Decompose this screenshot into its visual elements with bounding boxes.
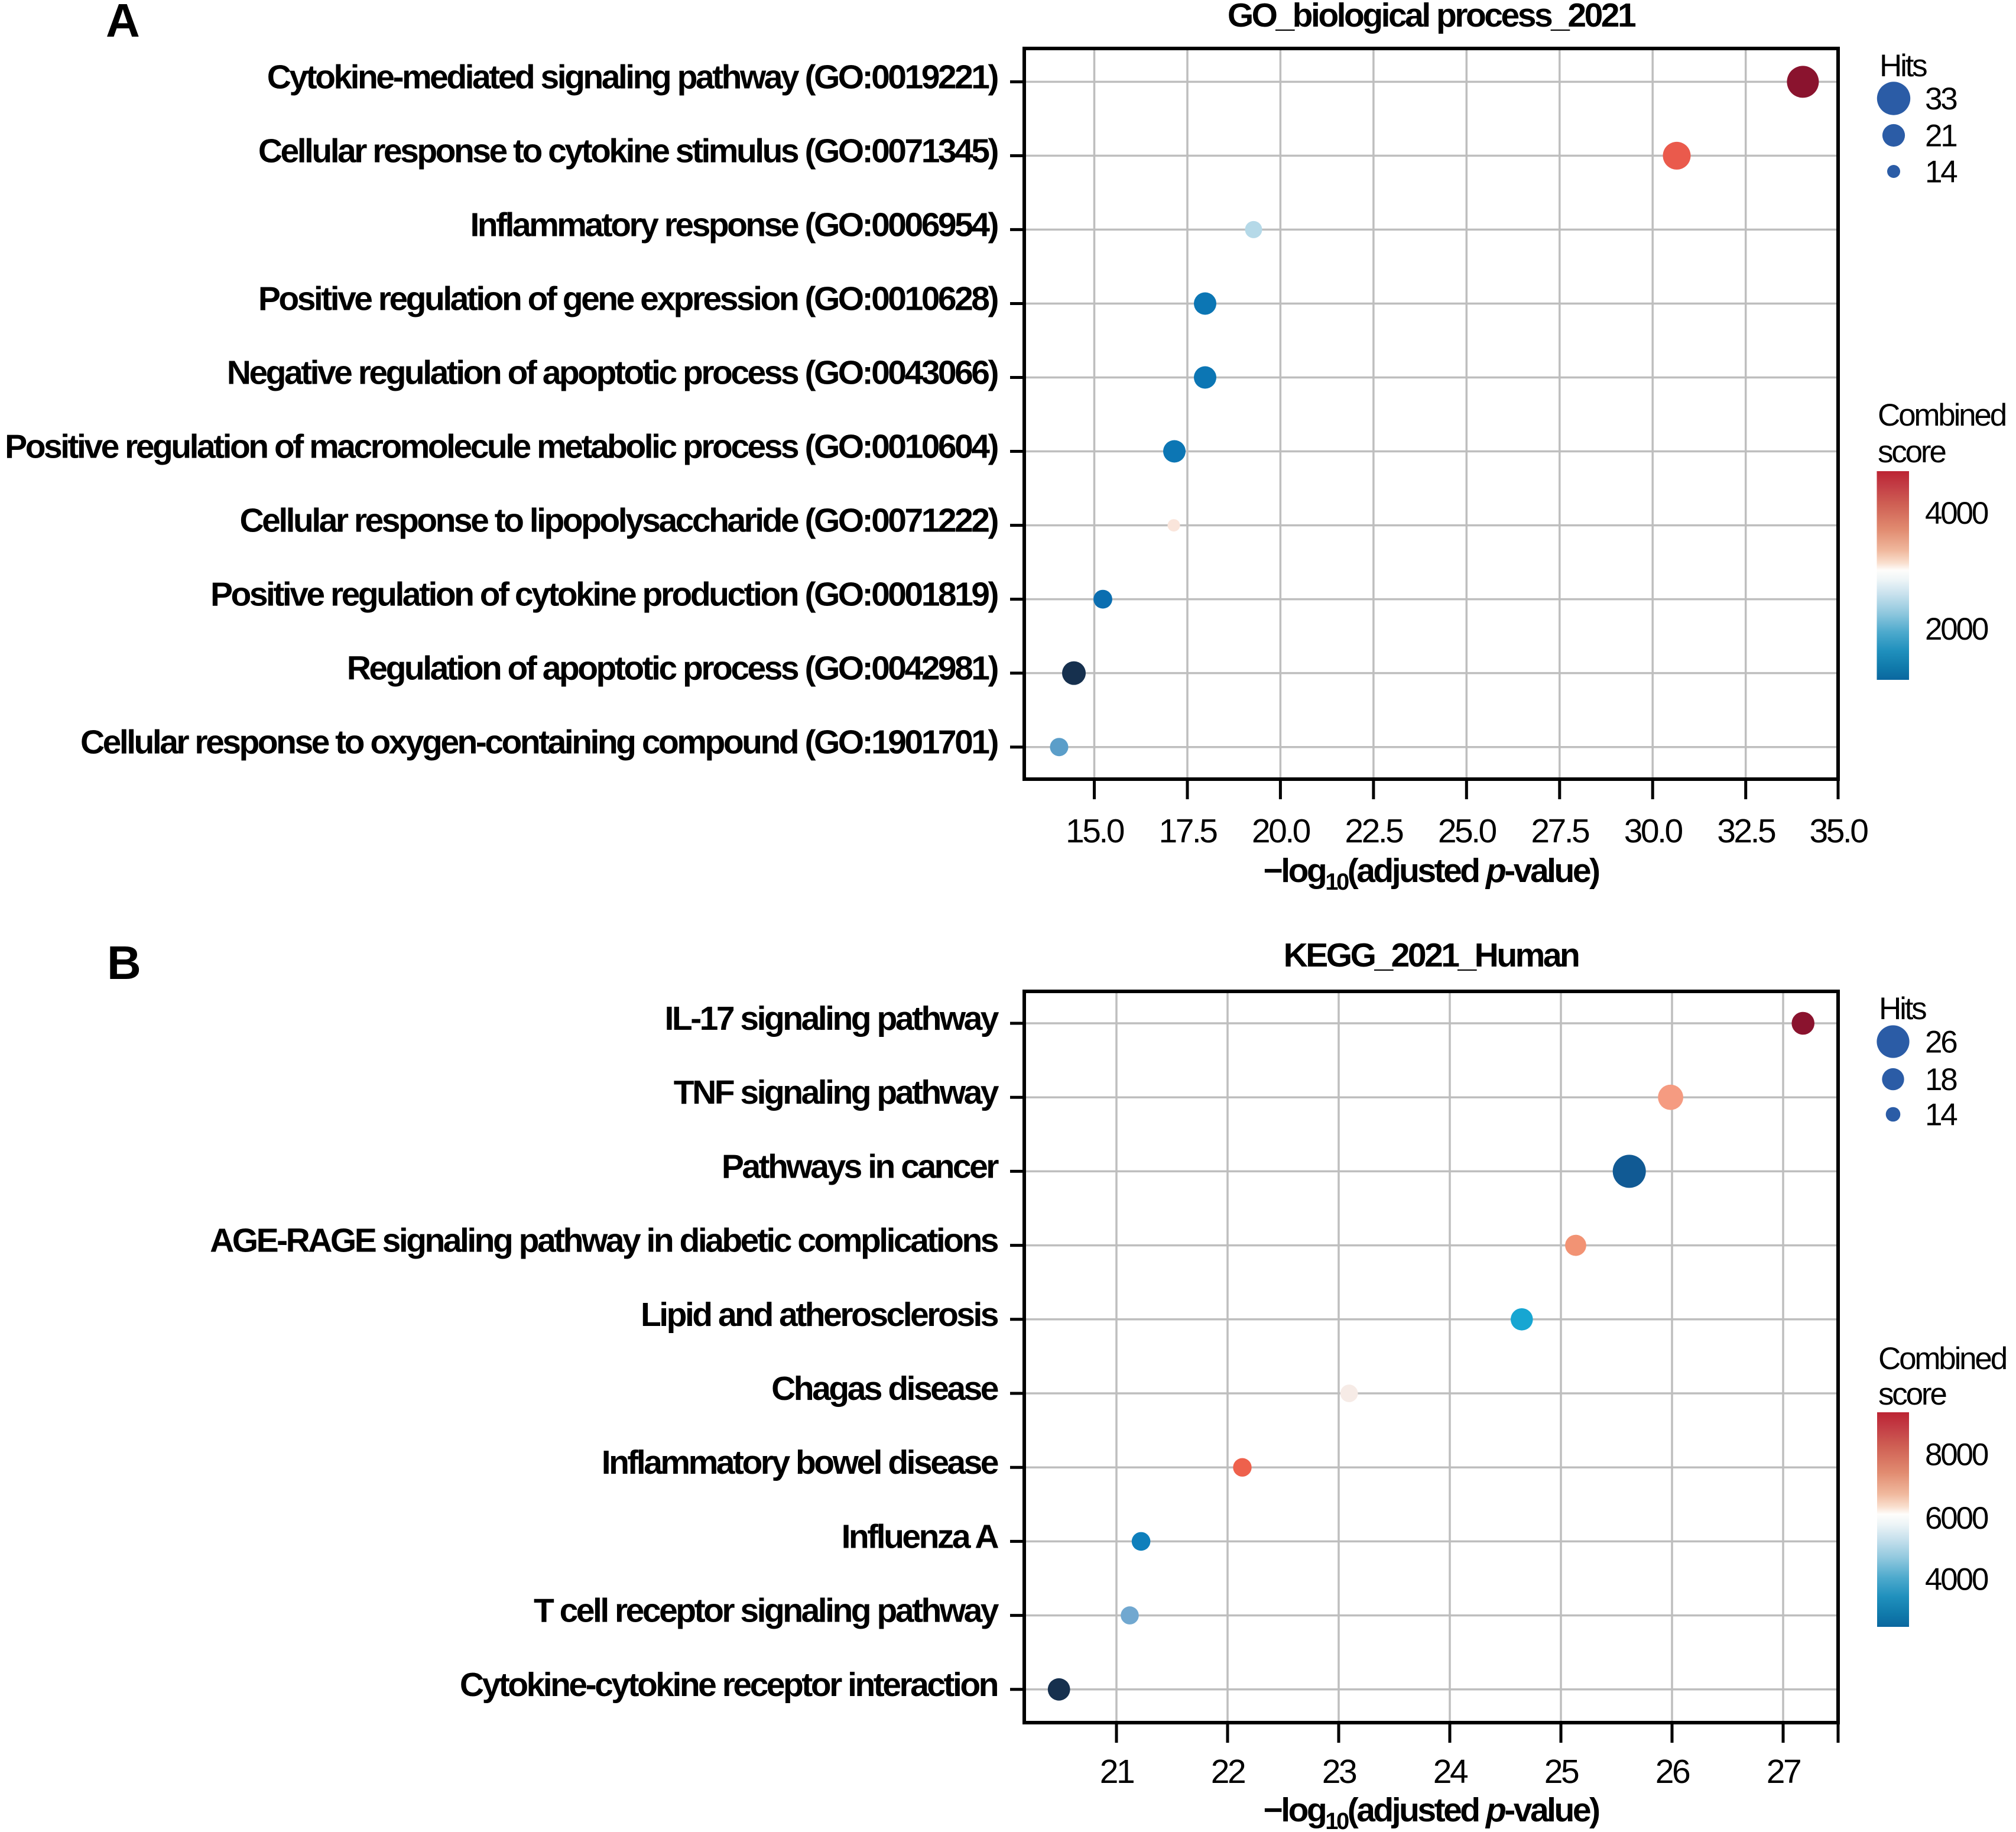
svg-text:Influenza A: Influenza A <box>842 1518 999 1555</box>
svg-text:15.0: 15.0 <box>1066 812 1124 850</box>
svg-text:8000: 8000 <box>1925 1438 1988 1473</box>
svg-text:18: 18 <box>1925 1062 1957 1097</box>
svg-text:25: 25 <box>1544 1753 1579 1791</box>
svg-text:AGE-RAGE signaling pathway in: AGE-RAGE signaling pathway in diabetic c… <box>210 1222 998 1260</box>
svg-text:33: 33 <box>1925 82 1957 116</box>
svg-text:T cell receptor signaling path: T cell receptor signaling pathway <box>534 1592 999 1630</box>
svg-text:Positive regulation of cytokin: Positive regulation of cytokine producti… <box>210 576 998 614</box>
svg-text:Pathways in cancer: Pathways in cancer <box>722 1147 999 1185</box>
svg-text:25.0: 25.0 <box>1438 812 1496 850</box>
svg-text:24: 24 <box>1433 1753 1468 1791</box>
svg-text:6000: 6000 <box>1925 1501 1988 1536</box>
svg-text:B: B <box>107 936 141 989</box>
svg-text:4000: 4000 <box>1925 1562 1988 1597</box>
svg-text:score: score <box>1878 1377 1946 1412</box>
svg-text:Regulation of apoptotic proces: Regulation of apoptotic process (GO:0042… <box>347 650 998 688</box>
svg-text:30.0: 30.0 <box>1624 812 1683 850</box>
svg-text:Negative regulation of apoptot: Negative regulation of apoptotic process… <box>227 354 998 392</box>
svg-text:Combined: Combined <box>1878 398 2006 433</box>
svg-text:GO_biological process_2021: GO_biological process_2021 <box>1228 0 1636 34</box>
svg-text:27.5: 27.5 <box>1531 812 1589 850</box>
svg-text:20.0: 20.0 <box>1252 812 1310 850</box>
svg-text:Inflammatory bowel disease: Inflammatory bowel disease <box>602 1444 998 1481</box>
svg-text:Cellular response to cytokine: Cellular response to cytokine stimulus (… <box>258 132 998 170</box>
svg-text:17.5: 17.5 <box>1159 812 1218 850</box>
svg-text:2000: 2000 <box>1925 612 1988 647</box>
svg-text:14: 14 <box>1925 1098 1957 1133</box>
svg-text:Combined: Combined <box>1878 1341 2007 1376</box>
svg-text:Lipid and atherosclerosis: Lipid and atherosclerosis <box>641 1296 998 1334</box>
svg-text:22.5: 22.5 <box>1345 812 1403 850</box>
svg-text:Chagas disease: Chagas disease <box>771 1370 998 1408</box>
svg-text:Cellular response to oxygen-co: Cellular response to oxygen-containing c… <box>80 724 998 761</box>
svg-text:Hits: Hits <box>1879 48 1927 83</box>
svg-text:−log10(adjusted p-value): −log10(adjusted p-value) <box>1263 852 1599 895</box>
svg-text:22: 22 <box>1211 1753 1245 1791</box>
svg-text:A: A <box>106 0 140 47</box>
svg-text:Positive regulation of macromo: Positive regulation of macromolecule met… <box>5 428 998 466</box>
svg-text:TNF signaling pathway: TNF signaling pathway <box>674 1074 999 1111</box>
svg-text:Cytokine-cytokine receptor int: Cytokine-cytokine receptor interaction <box>460 1666 998 1704</box>
svg-text:14: 14 <box>1925 155 1957 190</box>
svg-text:27: 27 <box>1767 1753 1800 1791</box>
svg-text:26: 26 <box>1925 1025 1957 1060</box>
svg-text:Hits: Hits <box>1879 991 1926 1026</box>
svg-text:−log10(adjusted p-value): −log10(adjusted p-value) <box>1263 1791 1599 1832</box>
svg-text:26: 26 <box>1655 1753 1690 1791</box>
svg-text:score: score <box>1878 435 1946 469</box>
svg-text:21: 21 <box>1925 119 1956 154</box>
svg-text:Cytokine-mediated signaling pa: Cytokine-mediated signaling pathway (GO:… <box>267 58 998 96</box>
svg-text:32.5: 32.5 <box>1717 812 1775 850</box>
svg-text:4000: 4000 <box>1925 496 1988 531</box>
svg-text:Inflammatory response (GO:0006: Inflammatory response (GO:0006954) <box>470 206 998 244</box>
svg-text:23: 23 <box>1322 1753 1356 1791</box>
svg-text:KEGG_2021_Human: KEGG_2021_Human <box>1284 936 1579 974</box>
svg-text:Positive regulation of gene ex: Positive regulation of gene expression (… <box>258 280 998 318</box>
svg-text:Cellular response to lipopolys: Cellular response to lipopolysaccharide … <box>239 502 998 540</box>
svg-text:35.0: 35.0 <box>1810 812 1868 850</box>
svg-text:IL-17 signaling pathway: IL-17 signaling pathway <box>665 1000 999 1037</box>
svg-text:21: 21 <box>1100 1753 1134 1791</box>
